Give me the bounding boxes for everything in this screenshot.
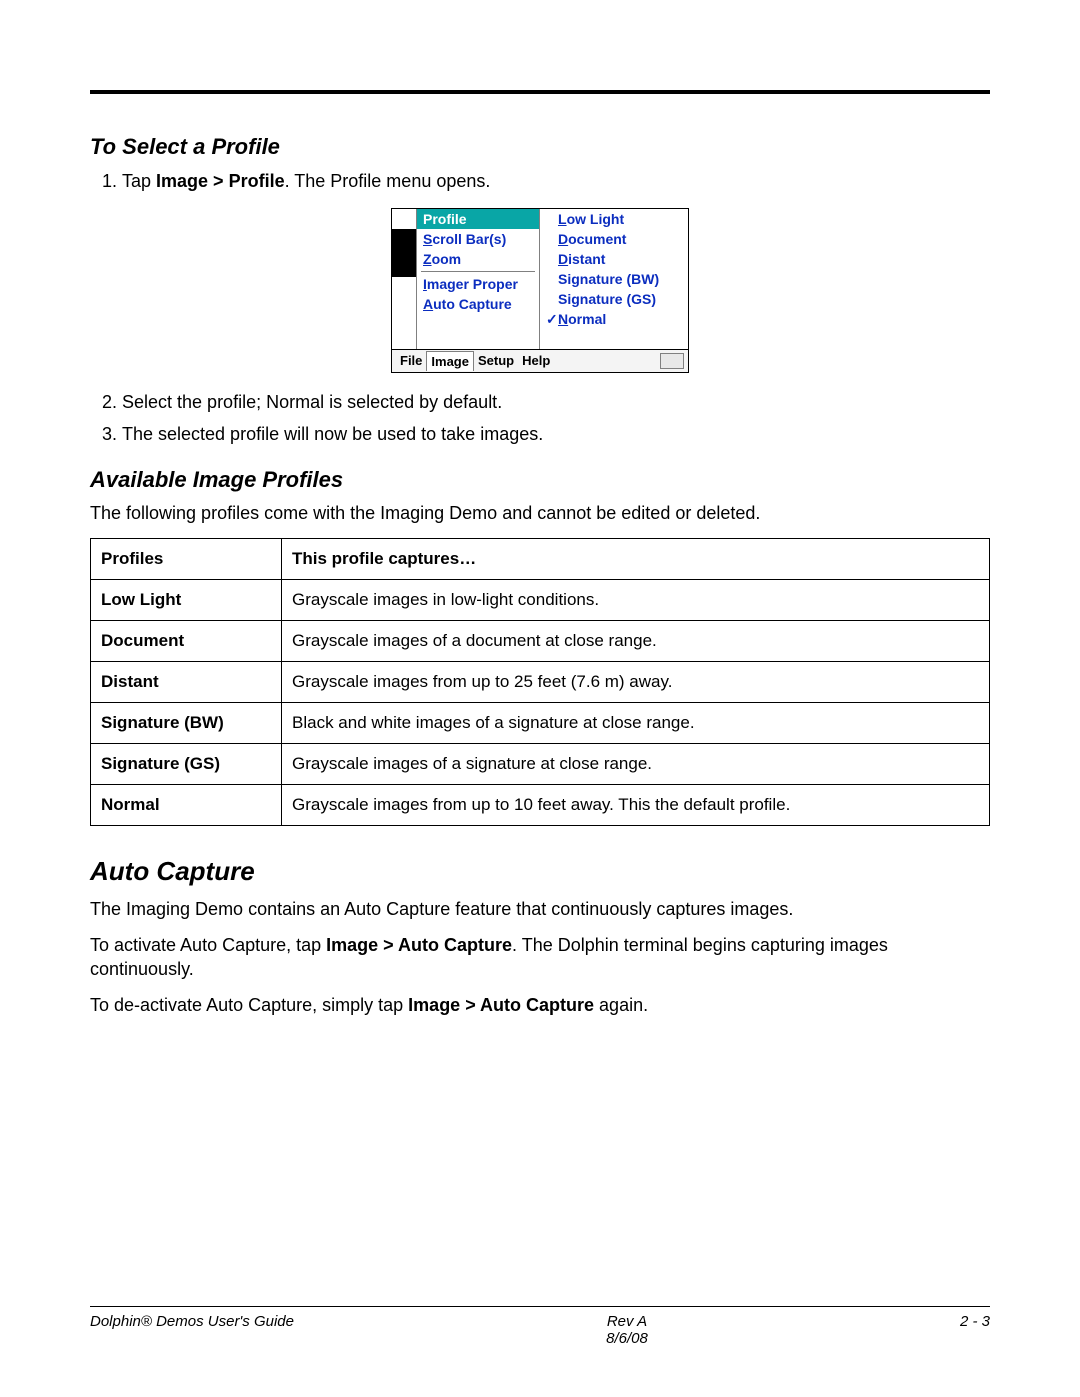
table-row: Low LightGrayscale images in low-light c… [91,579,990,620]
steps-list: Tap Image > Profile. The Profile menu op… [90,168,990,194]
available-intro: The following profiles come with the Ima… [90,501,990,525]
auto-p1: The Imaging Demo contains an Auto Captur… [90,897,990,921]
profile-desc: Grayscale images from up to 25 feet (7.6… [282,661,990,702]
menu-item-zoom: Zoom [417,249,539,269]
page-footer: Dolphin® Demos User's Guide Rev A 8/6/08… [90,1306,990,1347]
check-icon: ✓ [546,311,558,328]
step-3: The selected profile will now be used to… [122,421,990,447]
profile-desc: Grayscale images from up to 10 feet away… [282,784,990,825]
step-1-post: . The Profile menu opens. [285,171,491,191]
table-header-desc: This profile captures… [282,538,990,579]
footer-right: 2 - 3 [960,1313,990,1347]
table-row: NormalGrayscale images from up to 10 fee… [91,784,990,825]
step-1: Tap Image > Profile. The Profile menu op… [122,168,990,194]
step-1-pre: Tap [122,171,156,191]
profile-desc: Grayscale images of a signature at close… [282,743,990,784]
menu-item-imager: Imager Proper [417,274,539,294]
menubar-setup: Setup [474,351,518,371]
submenu-normal: ✓Normal [540,309,688,330]
screenshot-container: Profile Scroll Bar(s) Zoom Imager Proper… [90,208,990,373]
step-2: Select the profile; Normal is selected b… [122,389,990,415]
profile-name: Signature (BW) [91,702,282,743]
auto-p3: To de-activate Auto Capture, simply tap … [90,993,990,1017]
menubar-help: Help [518,351,554,371]
heading-available-profiles: Available Image Profiles [90,467,990,493]
menu-item-profile: Profile [417,209,539,229]
submenu-signature-bw: Signature (BW) [540,269,688,289]
profile-desc: Black and white images of a signature at… [282,702,990,743]
menubar-file: File [396,351,426,371]
document-page: To Select a Profile Tap Image > Profile.… [0,0,1080,1397]
profile-name: Document [91,620,282,661]
screenshot-menubar: File Image Setup Help [392,349,688,372]
profile-name: Distant [91,661,282,702]
menu-item-scrollbars: Scroll Bar(s) [417,229,539,249]
footer-mid: Rev A 8/6/08 [606,1313,648,1347]
footer-left: Dolphin® Demos User's Guide [90,1313,294,1347]
auto-p2: To activate Auto Capture, tap Image > Au… [90,933,990,982]
profile-name: Signature (GS) [91,743,282,784]
heading-select-profile: To Select a Profile [90,134,990,160]
submenu-document: Document [540,229,688,249]
profile-menu-screenshot: Profile Scroll Bar(s) Zoom Imager Proper… [391,208,689,373]
menu-item-autocapture: Auto Capture [417,294,539,314]
menubar-image: Image [426,351,474,371]
keyboard-icon [660,353,684,369]
table-row: Signature (GS)Grayscale images of a sign… [91,743,990,784]
table-row: Signature (BW)Black and white images of … [91,702,990,743]
profile-name: Normal [91,784,282,825]
heading-auto-capture: Auto Capture [90,856,990,887]
screenshot-left-menu: Profile Scroll Bar(s) Zoom Imager Proper… [417,209,540,349]
screenshot-left-strip [392,209,417,349]
profile-name: Low Light [91,579,282,620]
submenu-distant: Distant [540,249,688,269]
screenshot-right-menu: Low Light Document Distant Signature (BW… [540,209,688,349]
table-header-profiles: Profiles [91,538,282,579]
step-1-bold: Image > Profile [156,171,285,191]
top-rule [90,90,990,94]
profiles-table: Profiles This profile captures… Low Ligh… [90,538,990,826]
steps-list-2: Select the profile; Normal is selected b… [90,389,990,447]
profile-desc: Grayscale images of a document at close … [282,620,990,661]
submenu-low-light: Low Light [540,209,688,229]
table-row: DistantGrayscale images from up to 25 fe… [91,661,990,702]
table-row: DocumentGrayscale images of a document a… [91,620,990,661]
profile-desc: Grayscale images in low-light conditions… [282,579,990,620]
submenu-signature-gs: Signature (GS) [540,289,688,309]
